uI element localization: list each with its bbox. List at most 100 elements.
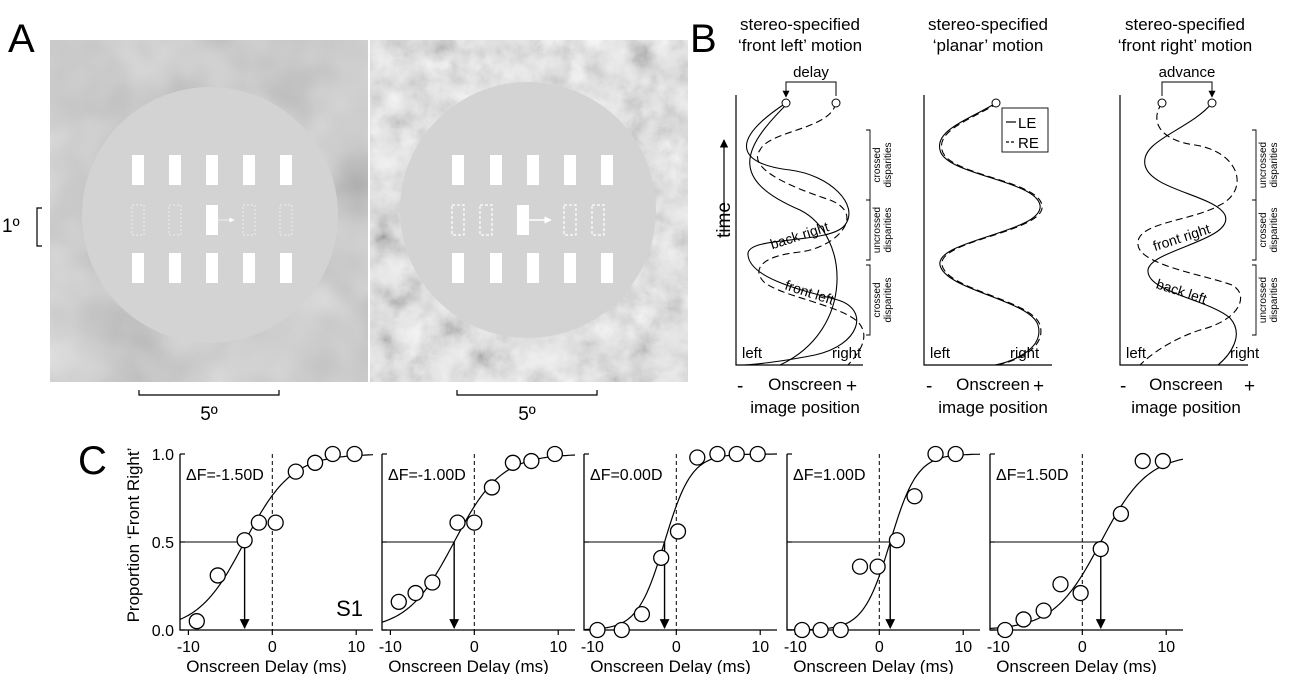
data-point	[1035, 602, 1052, 619]
data-point	[449, 514, 466, 531]
chart-1: -10 0 10 0.0 0.5 1.0 ΔF=-1.50D S1 Onscreen Delay…	[152, 445, 373, 674]
subpanel-title-line1: stereo-specified	[1125, 15, 1245, 34]
svg-text:crossed: crossed	[872, 282, 883, 317]
y-tick-label: 0.0	[152, 623, 174, 640]
data-point	[483, 479, 501, 496]
start-marker	[991, 98, 1001, 108]
x-tick-label: -10	[784, 639, 807, 656]
curve-left-eye	[749, 102, 838, 366]
data-point	[1112, 505, 1130, 522]
y-tick-label: 1.0	[152, 447, 174, 464]
data-point	[346, 445, 363, 463]
svg-text:disparities: disparities	[883, 277, 894, 322]
data-point	[869, 558, 886, 575]
panel-b: B time stereo-specified ‘front left’ mot…	[690, 15, 1280, 417]
le-start-marker	[1207, 98, 1217, 108]
y-tick-label: 0.5	[152, 535, 174, 552]
right-eye-sine	[1137, 102, 1242, 366]
data-point	[749, 445, 766, 463]
marker-label: delay	[793, 64, 829, 81]
panel-label-b: B	[690, 17, 717, 61]
axis-label-line2: image position	[938, 398, 1048, 417]
stimulus-blurred	[50, 40, 368, 382]
data-point	[546, 445, 564, 463]
x-tick-label: -10	[581, 639, 604, 656]
left-label: left	[1126, 345, 1147, 362]
axis-label-line1: Onscreen	[1149, 375, 1223, 394]
data-point	[306, 454, 324, 471]
marker-label: advance	[1159, 64, 1216, 81]
phase-label: front left	[783, 277, 836, 308]
data-point	[1052, 576, 1069, 593]
axis-minus: -	[926, 376, 932, 397]
fit-curve	[990, 458, 1183, 629]
data-point	[250, 514, 268, 531]
data-point	[709, 445, 726, 463]
le-start-marker	[781, 98, 791, 108]
legend-le: LE	[1018, 115, 1036, 132]
x-tick-label: 10	[751, 639, 769, 656]
left-eye-sine	[1144, 102, 1237, 366]
stimulus-sharp	[370, 40, 688, 382]
legend: LE RE	[1001, 107, 1049, 153]
axis-minus: -	[1120, 376, 1126, 397]
x-tick-label: 0	[268, 639, 277, 656]
data-point	[653, 549, 670, 566]
panel-a: A	[2, 17, 688, 425]
x-tick-label: 10	[954, 639, 972, 656]
left-eye-sine	[741, 102, 858, 366]
chart-title: ΔF=0.00D	[590, 467, 663, 484]
x-tick-label: 10	[347, 639, 365, 656]
panel-label-a: A	[8, 17, 35, 61]
data-point	[589, 621, 606, 639]
svg-text:disparities: disparities	[1269, 277, 1280, 322]
x-axis-label: Onscreen Delay (ms)	[186, 657, 347, 674]
chart-title: ΔF=-1.50D	[186, 467, 264, 484]
right-eye-sine	[757, 102, 865, 366]
data-point	[1134, 452, 1151, 470]
fit-curve	[382, 454, 575, 623]
data-point	[209, 567, 226, 584]
bar-rows-bottom	[132, 253, 292, 283]
psychometric-charts: -10 0 10 0.0 0.5 1.0 ΔF=-1.50D S1 Onscreen Delay…	[152, 445, 1183, 674]
bar-row-middle	[451, 204, 605, 236]
bar-rows-top	[452, 155, 613, 185]
svg-text:disparities: disparities	[883, 142, 894, 187]
data-point	[633, 606, 651, 623]
x-tick-label: 0	[875, 639, 884, 656]
scale-bar-right: 5º	[456, 390, 598, 425]
data-point	[466, 514, 483, 531]
data-point	[812, 621, 829, 639]
x-axis-label: Onscreen Delay (ms)	[996, 657, 1157, 674]
x-tick-label: -10	[177, 639, 200, 656]
fit-curve	[180, 454, 373, 620]
chart-title: ΔF=-1.00D	[388, 467, 466, 484]
data-point	[236, 532, 253, 549]
data-point	[927, 445, 944, 463]
scale-left-label: 5º	[200, 404, 218, 425]
subpanel-title-line1: stereo-specified	[740, 15, 860, 34]
x-tick-label: 0	[1078, 639, 1087, 656]
left-label: left	[742, 345, 763, 362]
data-point	[728, 445, 745, 463]
data-point	[906, 488, 923, 505]
svg-text:crossed: crossed	[1258, 212, 1269, 247]
re-start-marker	[1157, 98, 1167, 108]
data-point	[407, 584, 424, 602]
chart-4: -10 0 10 ΔF=1.00D Onscreen Delay (ms)	[784, 445, 980, 674]
svg-text:disparities: disparities	[883, 207, 894, 252]
svg-text:uncrossed: uncrossed	[872, 207, 883, 253]
svg-text:uncrossed: uncrossed	[1258, 142, 1269, 188]
subpanel-title-line2: ‘front right’ motion	[1118, 36, 1252, 55]
data-point	[793, 621, 811, 639]
right-label: right	[832, 345, 862, 362]
chart-title: ΔF=1.50D	[996, 467, 1069, 484]
scale-bar-vertical: 1º	[2, 207, 42, 247]
scale-vertical-label: 1º	[2, 216, 20, 237]
chart-3: -10 0 10 ΔF=0.00D Onscreen Delay (ms)	[581, 445, 777, 674]
chart-2: -10 0 10 ΔF=-1.00D Onscreen Delay (ms)	[379, 445, 575, 674]
x-tick-label: 0	[470, 639, 479, 656]
panel-c: C Proportion ‘Front Right’ -10 0 10 0.0 0.5 1…	[78, 439, 1183, 674]
svg-text:disparities: disparities	[1269, 207, 1280, 252]
axis-frame	[735, 95, 863, 366]
